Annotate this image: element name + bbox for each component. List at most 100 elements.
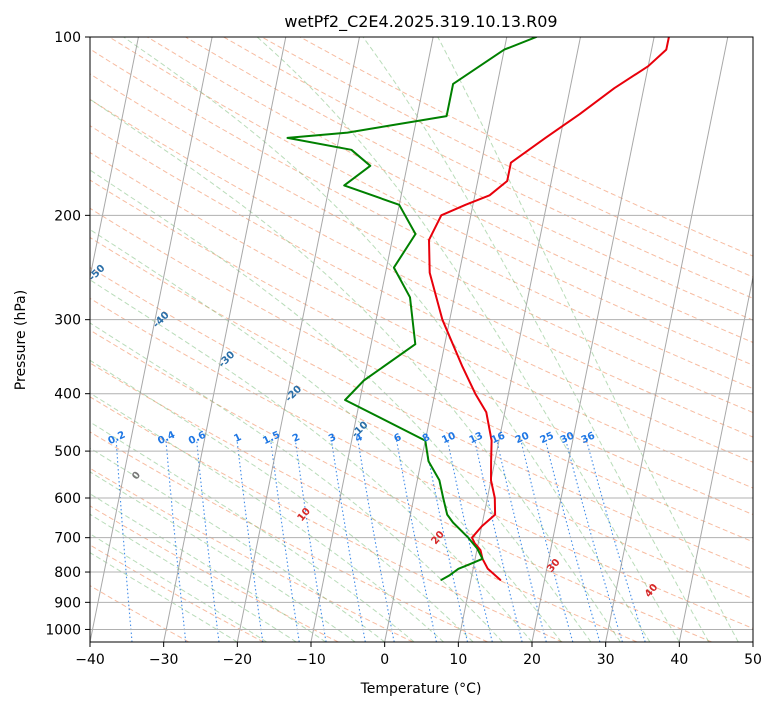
mixing-ratio-label: 0.6 xyxy=(187,430,208,447)
moist-adiabat-line xyxy=(90,533,268,642)
mixing-ratio-label: 1 xyxy=(232,432,243,445)
temperature-line xyxy=(428,37,670,581)
moist-adiabat-line xyxy=(90,552,238,642)
y-tick-label: 1000 xyxy=(45,622,81,638)
isotherm-line xyxy=(90,37,213,642)
moist-adiabat-line xyxy=(90,513,297,642)
mixing-ratio-label: 1.5 xyxy=(261,430,282,447)
mixing-ratio-label: 0.4 xyxy=(156,430,177,447)
moist-adiabat-line xyxy=(90,98,621,642)
moist-adiabat-label: 20 xyxy=(429,529,446,547)
x-tick-label: 50 xyxy=(744,652,762,668)
isotherm-line xyxy=(678,274,753,642)
mixing-ratio-label: 13 xyxy=(468,430,485,446)
y-axis-label: Pressure (hPa) xyxy=(13,290,29,390)
y-tick-label: 300 xyxy=(54,313,81,329)
mixing-ratio-label: 4 xyxy=(354,432,365,445)
chart-grid xyxy=(0,37,753,642)
dry-adiabat-line xyxy=(90,73,753,414)
chart-title: wetPf2_C2E4.2025.319.10.13.R09 xyxy=(284,12,557,32)
mixing-ratio-line xyxy=(447,440,493,642)
x-tick-label: −40 xyxy=(75,652,105,668)
x-tick-label: 20 xyxy=(523,652,541,668)
dry-adiabat-line xyxy=(90,467,414,642)
mixing-ratio-line xyxy=(545,440,601,642)
y-tick-label: 900 xyxy=(54,595,81,611)
mixing-ratio-line xyxy=(424,440,469,642)
moist-adiabat-line xyxy=(90,421,415,642)
dry-adiabat-line xyxy=(90,48,753,390)
mixing-ratio-label: 20 xyxy=(514,430,531,446)
isotherm-line xyxy=(0,37,65,642)
y-tick-label: 800 xyxy=(54,565,81,581)
isotherm-line xyxy=(457,37,581,642)
dry-adiabat-line xyxy=(90,396,563,642)
x-tick-label: 10 xyxy=(449,652,467,668)
isotherm-line xyxy=(605,37,729,642)
dry-adiabat-line xyxy=(90,505,339,642)
mixing-ratio-label: 8 xyxy=(421,432,432,445)
dry-adiabat-line xyxy=(185,37,753,321)
mixing-ratio-line xyxy=(565,440,623,642)
dry-adiabat-line xyxy=(90,362,638,642)
sounding-series xyxy=(286,37,670,581)
mixing-ratio-line xyxy=(396,440,437,642)
x-tick-label: 40 xyxy=(670,652,688,668)
dry-adiabat-line xyxy=(223,37,753,299)
x-tick-label: −20 xyxy=(223,652,253,668)
isotherm-line xyxy=(236,37,360,642)
x-tick-label: −10 xyxy=(296,652,326,668)
mixing-ratio-label: 36 xyxy=(580,430,597,446)
mixing-ratio-label: 2 xyxy=(291,432,302,445)
isotherm-label: -40 xyxy=(151,310,172,331)
moist-adiabat-line xyxy=(362,37,710,642)
mixing-ratio-label: 30 xyxy=(559,430,576,446)
moist-adiabat-line xyxy=(90,359,474,642)
moist-adiabat-line xyxy=(437,37,739,642)
mixing-ratio-label: 16 xyxy=(490,430,507,446)
y-tick-label: 600 xyxy=(54,491,81,507)
isotherm-line xyxy=(90,37,139,280)
y-tick-label: 100 xyxy=(54,30,81,46)
mixing-ratio-line xyxy=(496,440,547,642)
dry-adiabat-line xyxy=(147,37,753,343)
skewt-background xyxy=(90,37,753,642)
mixing-ratio-line xyxy=(294,440,327,642)
moist-adiabat-line xyxy=(90,279,533,642)
moist-adiabat-line xyxy=(256,37,680,642)
moist-adiabat-line xyxy=(90,493,326,642)
mixing-ratio-label: 10 xyxy=(440,430,457,446)
axes: −40 −30 −20 −10 0 10 20 30 40 5010020030040050060… xyxy=(45,30,762,668)
isotherm-line xyxy=(163,37,287,642)
moist-adiabat-line xyxy=(123,37,651,642)
mixing-ratio-label: 0.2 xyxy=(106,430,127,447)
dry-adiabat-line xyxy=(90,431,488,642)
moist-adiabat-line xyxy=(90,228,562,642)
isotherm-label: -60 xyxy=(22,218,43,239)
y-tick-label: 400 xyxy=(54,387,81,403)
mixing-ratio-line xyxy=(330,440,366,642)
isotherm-label: -20 xyxy=(284,384,305,405)
x-axis-label: Temperature (°C) xyxy=(360,681,482,697)
moist-adiabat-label: 10 xyxy=(296,506,313,524)
y-tick-label: 700 xyxy=(54,531,81,547)
mixing-ratio-line xyxy=(196,440,220,642)
dry-adiabat-line xyxy=(90,266,753,600)
dry-adiabat-line xyxy=(90,179,753,516)
mixing-ratio-label: 25 xyxy=(538,430,555,446)
dry-adiabat-line xyxy=(90,207,753,543)
isotherm-line xyxy=(752,639,753,642)
mixing-ratio-line xyxy=(115,440,133,642)
dry-adiabat-line xyxy=(90,125,753,463)
moist-adiabat-line xyxy=(90,392,444,642)
moist-adiabat-line xyxy=(90,471,356,642)
x-tick-label: 30 xyxy=(597,652,615,668)
isotherm-line xyxy=(384,37,508,642)
moist-adiabat-line xyxy=(90,169,592,642)
mixing-ratio-line xyxy=(236,440,264,642)
dry-adiabat-line xyxy=(108,37,753,366)
moist-adiabat-line xyxy=(90,322,503,642)
dewpoint-line xyxy=(286,37,538,581)
